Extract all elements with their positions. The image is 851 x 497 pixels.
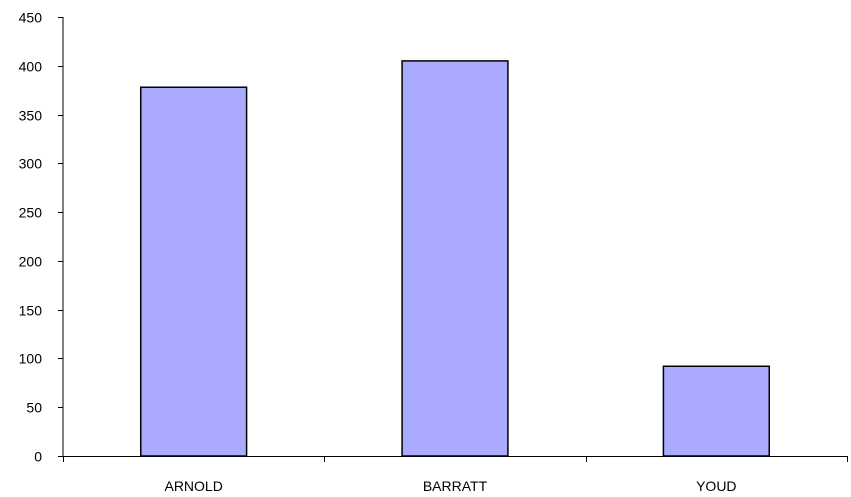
y-tick-label: 250 (19, 205, 43, 221)
y-tick-label: 300 (19, 156, 43, 172)
y-tick-label: 450 (19, 10, 43, 26)
y-tick-label: 200 (19, 254, 43, 270)
y-tick-label: 0 (34, 449, 42, 465)
y-tick-label: 400 (19, 59, 43, 75)
bar-barratt (401, 60, 509, 457)
y-tick-label: 350 (19, 108, 43, 124)
bars (139, 60, 771, 457)
y-tick-label: 150 (19, 303, 43, 319)
bar-youd (662, 365, 771, 457)
x-tick-label: BARRATT (423, 478, 488, 494)
y-axis: 0 50 100 150 200 250 300 350 400 450 (19, 10, 64, 465)
x-tick-label: YOUD (696, 478, 736, 494)
y-tick-label: 50 (26, 400, 42, 416)
y-tick-label: 100 (19, 351, 43, 367)
bar-arnold (139, 86, 248, 457)
x-axis: ARNOLD BARRATT YOUD (58, 456, 848, 494)
x-tick-label: ARNOLD (164, 478, 222, 494)
